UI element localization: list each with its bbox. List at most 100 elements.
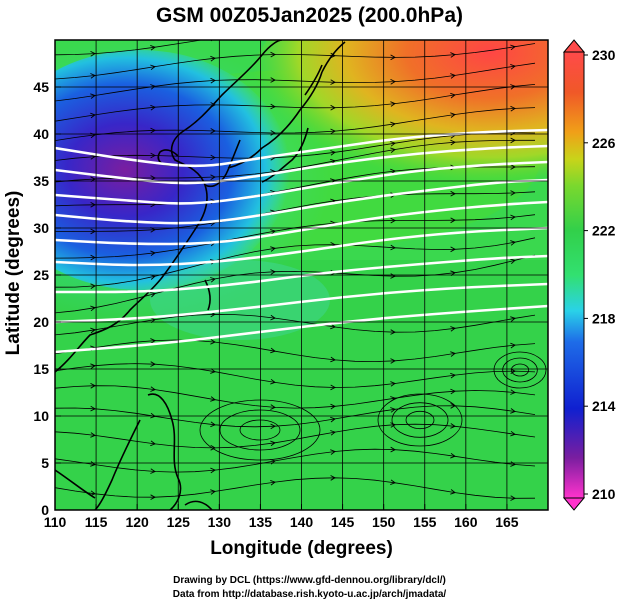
stream-arrow	[210, 277, 216, 283]
stream-arrow	[90, 254, 96, 261]
stream-arrow	[330, 475, 336, 481]
stream-arrow	[90, 363, 96, 369]
stream-arrow	[450, 388, 456, 395]
y-tick-label-30: 30	[33, 220, 49, 236]
y-ticks: 0 5 10 15 20 25 30 35 40 45	[33, 79, 61, 518]
stream-arrow	[330, 79, 336, 85]
stream-arrow	[390, 54, 396, 61]
isotach-7	[55, 282, 548, 324]
stream-arrow	[390, 446, 396, 453]
stream-arrow	[270, 77, 276, 83]
stream-arrow	[390, 121, 396, 128]
grid	[55, 40, 548, 510]
stream-arrow	[450, 92, 456, 99]
y-tick-label-40: 40	[33, 126, 49, 142]
stream-arrow	[210, 445, 216, 451]
eddy-2-2	[219, 409, 301, 451]
x-tick-label-140: 140	[290, 514, 314, 530]
stream-arrow	[90, 327, 96, 334]
map-figure: 110 115 120 125 130 135 140 145 150 155 160 165 0 5 1…	[33, 27, 616, 530]
stream-arrow	[510, 44, 516, 51]
streamline-3	[55, 84, 536, 122]
stream-arrow	[450, 217, 456, 224]
stream-arrow	[270, 423, 276, 430]
stream-arrow	[390, 329, 396, 335]
stream-arrow	[90, 202, 96, 208]
x-tick-label-130: 130	[208, 514, 232, 530]
stream-arrow	[390, 147, 396, 153]
stream-arrow	[450, 351, 456, 357]
stream-arrow	[210, 339, 216, 345]
stream-arrow	[150, 494, 156, 500]
colorbar-scale	[563, 51, 585, 499]
stream-arrow	[90, 461, 96, 467]
stream-arrow	[510, 240, 516, 246]
credit-dcl: Drawing by DCL (https://www.gfd-dennou.o…	[173, 575, 446, 586]
stream-arrow	[331, 27, 335, 32]
stream-arrow	[330, 416, 336, 423]
stream-arrow	[510, 190, 516, 196]
stream-arrow	[90, 305, 96, 312]
streamline-13	[55, 339, 536, 363]
stream-arrow	[270, 246, 276, 252]
eddy-0-1	[405, 410, 435, 430]
stream-arrow	[330, 449, 336, 455]
plot-area	[55, 27, 548, 510]
stream-arrow	[330, 403, 336, 410]
stream-arrow	[90, 154, 96, 160]
streamline-12	[55, 313, 536, 336]
streamline-15	[55, 385, 536, 409]
streamline-17	[55, 423, 536, 449]
eddy-2-1	[239, 419, 281, 441]
streamline-2	[55, 62, 536, 102]
eddy-1-2	[502, 357, 538, 383]
eddy-2-3	[199, 399, 321, 461]
stream-arrow	[210, 489, 216, 495]
stream-arrow	[510, 342, 516, 349]
y-tick-label-0: 0	[41, 502, 49, 518]
x-tick-label-160: 160	[454, 514, 478, 530]
x-tick-label-125: 125	[167, 514, 191, 530]
stream-arrow	[450, 423, 456, 429]
isotach-0	[55, 128, 548, 168]
eddy-0-3	[377, 393, 463, 447]
stream-arrow	[270, 404, 276, 410]
stream-arrow	[270, 269, 276, 275]
stream-arrow	[510, 258, 516, 265]
colorbar-labels: 230 226 222 218 214 210	[584, 47, 616, 502]
colorbar-bottom-arrow	[562, 497, 586, 511]
stream-arrow	[330, 356, 336, 363]
streamline-1	[55, 43, 536, 80]
y-tick-label-5: 5	[41, 455, 49, 471]
streamlines	[55, 27, 547, 501]
map-title: GSM 00Z05Jan2025 (200.0hPa)	[155, 4, 463, 27]
colorbar-label-222: 222	[592, 223, 616, 239]
stream-arrow	[210, 467, 216, 474]
stream-arrow	[330, 52, 336, 59]
stream-arrow	[450, 326, 456, 332]
stream-arrow	[450, 112, 456, 118]
stream-arrow	[150, 104, 156, 111]
x-axis-label: Longitude (degrees)	[210, 538, 393, 559]
stream-arrow	[330, 150, 336, 156]
stream-arrow	[510, 430, 516, 437]
isotach-2	[55, 160, 548, 205]
stream-arrow	[451, 30, 455, 35]
stream-arrow	[150, 84, 156, 90]
x-tick-label-150: 150	[372, 514, 396, 530]
credit-data: Data from http://database.rish.kyoto-u.a…	[172, 589, 447, 600]
streamline-11	[55, 254, 536, 314]
colorbar-label-230: 230	[592, 47, 616, 63]
stream-arrow	[150, 152, 156, 159]
x-tick-label-145: 145	[331, 514, 355, 530]
stream-arrow	[150, 468, 156, 474]
stream-arrow	[150, 250, 156, 256]
colorbar-label-218: 218	[592, 310, 616, 326]
stream-arrow	[450, 52, 456, 58]
stream-arrow	[510, 63, 516, 70]
stream-arrow	[90, 432, 96, 438]
stream-arrow	[210, 368, 216, 374]
stream-arrow	[450, 452, 456, 459]
stream-arrow	[510, 105, 516, 112]
stream-arrow	[450, 190, 456, 197]
